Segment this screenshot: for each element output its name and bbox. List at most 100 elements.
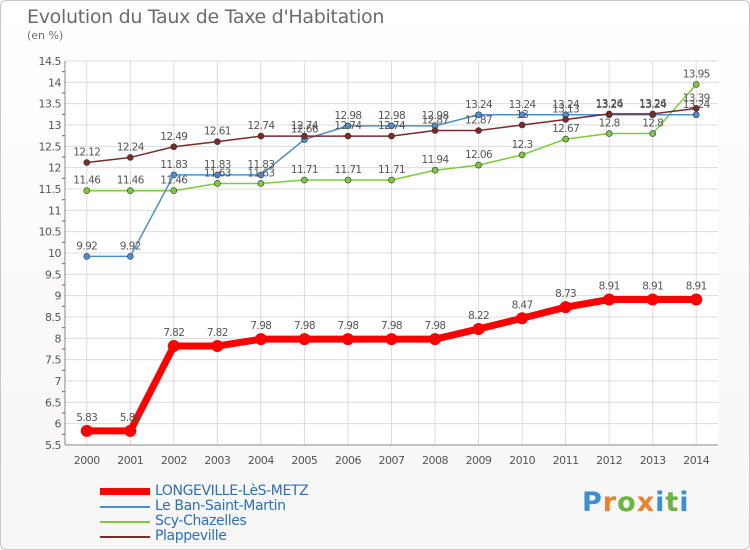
data-label: 13.24 bbox=[552, 99, 580, 111]
x-tick-label: 2014 bbox=[683, 454, 709, 467]
data-label: 8.91 bbox=[599, 281, 620, 293]
data-point bbox=[80, 424, 93, 437]
y-tick-label: 7.5 bbox=[45, 354, 61, 367]
data-label: 11.83 bbox=[204, 159, 231, 171]
data-label: 12.74 bbox=[291, 120, 319, 132]
data-point bbox=[388, 122, 395, 130]
logo-letter: t bbox=[665, 487, 680, 518]
data-point bbox=[472, 322, 485, 335]
data-label: 12.61 bbox=[204, 126, 231, 138]
x-tick-label: 2002 bbox=[161, 454, 187, 467]
data-point bbox=[170, 187, 178, 195]
legend-label: Scy-Chazelles bbox=[155, 513, 247, 529]
legend-swatch bbox=[100, 506, 150, 508]
logo-letter: r bbox=[602, 487, 618, 518]
data-point bbox=[83, 187, 91, 195]
data-point bbox=[167, 340, 180, 353]
data-label: 12.67 bbox=[552, 123, 579, 135]
data-label: 11.83 bbox=[247, 159, 274, 171]
data-point bbox=[518, 151, 526, 159]
data-point bbox=[431, 166, 439, 174]
x-tick-label: 2001 bbox=[117, 454, 143, 467]
series bbox=[80, 81, 703, 437]
data-label: 7.98 bbox=[381, 320, 402, 332]
data-point bbox=[649, 110, 657, 118]
x-tick-label: 2006 bbox=[335, 454, 361, 467]
data-point bbox=[692, 111, 700, 119]
data-point bbox=[344, 122, 352, 130]
data-point bbox=[518, 111, 526, 119]
data-label: 12.12 bbox=[73, 147, 100, 159]
data-point bbox=[214, 138, 221, 145]
data-label: 13.13 bbox=[552, 103, 579, 115]
y-tick-label: 14.5 bbox=[39, 55, 62, 68]
data-point bbox=[214, 180, 221, 187]
x-tick-label: 2003 bbox=[204, 454, 230, 467]
data-point bbox=[170, 171, 178, 179]
data-label: 9.92 bbox=[76, 240, 97, 252]
y-tick-label: 9 bbox=[55, 290, 62, 303]
y-axis-unit: (en %) bbox=[27, 29, 64, 42]
data-label: 11.83 bbox=[160, 159, 187, 171]
data-point bbox=[170, 143, 178, 151]
x-tick-label: 2013 bbox=[640, 454, 666, 467]
y-tick-label: 10 bbox=[48, 247, 61, 260]
legend-label: LONGEVILLE-LèS-METZ bbox=[155, 483, 309, 499]
x-tick-label: 2004 bbox=[248, 454, 274, 467]
data-point bbox=[127, 253, 134, 260]
data-point bbox=[301, 176, 308, 184]
data-point bbox=[211, 340, 224, 353]
data-label: 13.26 bbox=[639, 98, 667, 110]
data-point bbox=[518, 121, 526, 129]
data-point bbox=[214, 171, 221, 179]
data-point bbox=[124, 424, 137, 437]
data-point bbox=[690, 293, 703, 306]
y-tick-label: 6 bbox=[55, 418, 62, 431]
data-label: 12.24 bbox=[117, 141, 145, 153]
data-label: 8.91 bbox=[686, 281, 707, 293]
proxiti-logo: Proxiti bbox=[582, 487, 690, 518]
data-label: 13.24 bbox=[596, 99, 624, 111]
y-tick-label: 11.5 bbox=[39, 183, 62, 196]
data-point bbox=[254, 333, 267, 346]
data-label: 12.98 bbox=[422, 110, 449, 122]
data-point bbox=[429, 333, 442, 346]
data-label: 7.82 bbox=[207, 327, 228, 339]
x-tick-label: 2005 bbox=[291, 454, 317, 467]
y-tick-label: 13.5 bbox=[39, 98, 62, 111]
data-point bbox=[649, 130, 657, 137]
data-label: 11.46 bbox=[73, 175, 101, 187]
axes: 5.566.577.588.599.51010.51111.51212.5131… bbox=[39, 55, 718, 467]
data-point bbox=[475, 127, 482, 134]
y-tick-label: 8.5 bbox=[45, 311, 61, 324]
x-tick-label: 2011 bbox=[553, 454, 579, 467]
data-label: 12.74 bbox=[334, 120, 362, 132]
data-label: 7.98 bbox=[337, 320, 358, 332]
y-tick-label: 6.5 bbox=[45, 396, 61, 409]
data-point bbox=[127, 187, 134, 195]
data-label: 12.8 bbox=[642, 118, 663, 130]
data-point bbox=[562, 116, 569, 123]
data-point bbox=[475, 161, 482, 169]
logo-letter: i bbox=[679, 487, 690, 518]
data-point bbox=[341, 333, 354, 346]
data-point bbox=[127, 154, 134, 161]
data-point bbox=[431, 127, 439, 134]
x-tick-label: 2010 bbox=[509, 454, 535, 467]
data-label: 13.24 bbox=[465, 99, 493, 111]
data-label: 12.74 bbox=[378, 120, 406, 132]
y-tick-label: 12 bbox=[48, 162, 61, 175]
legend-swatch bbox=[100, 536, 150, 538]
data-label: 8.73 bbox=[555, 288, 576, 300]
data-point bbox=[344, 132, 352, 140]
data-label: 12.87 bbox=[465, 115, 492, 127]
data-point bbox=[344, 176, 352, 184]
data-label: 11.71 bbox=[291, 164, 318, 176]
data-point bbox=[516, 312, 529, 325]
data-point bbox=[257, 180, 265, 187]
data-point bbox=[475, 111, 482, 119]
data-label: 12.8 bbox=[599, 118, 620, 130]
x-tick-label: 2008 bbox=[422, 454, 448, 467]
data-label: 12.66 bbox=[291, 124, 319, 136]
data-label: 12.87 bbox=[422, 115, 449, 127]
